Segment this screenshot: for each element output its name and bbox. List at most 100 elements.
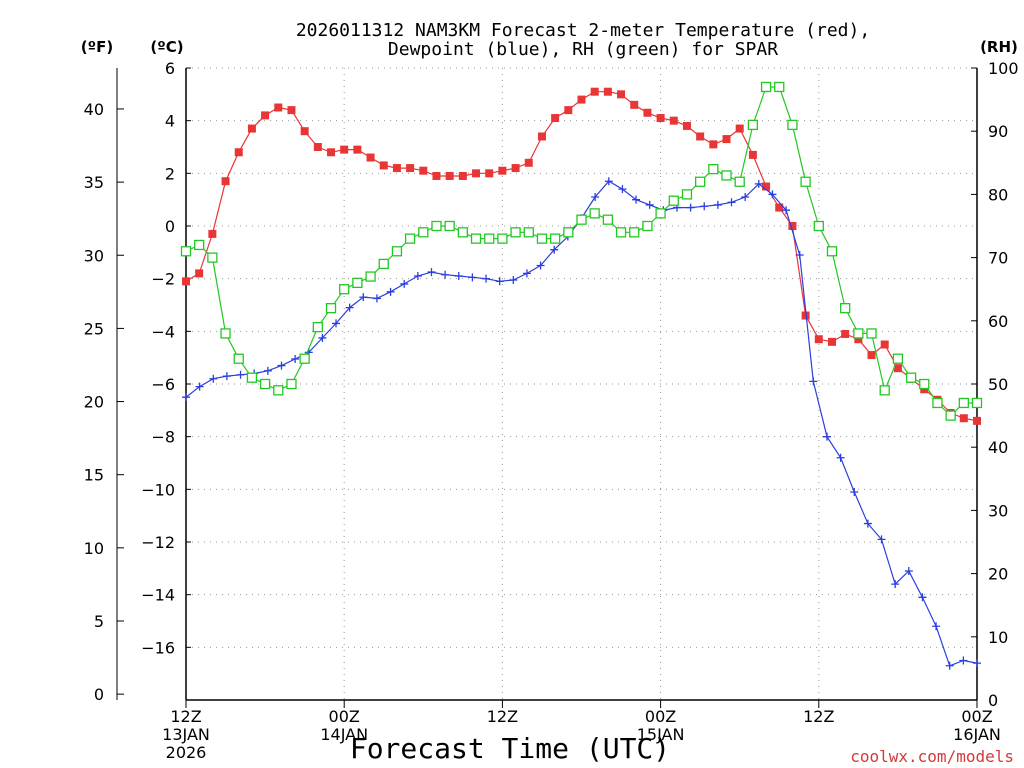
- dewpoint-point: [686, 203, 695, 212]
- rh-point: [246, 372, 258, 383]
- temperature-point: [669, 116, 678, 125]
- temperature-point: [392, 164, 401, 173]
- temperature-point: [195, 269, 204, 278]
- fahrenheit-tick-label: 0: [94, 685, 104, 704]
- dewpoint-point: [822, 432, 831, 441]
- rh-tick-label: 30: [988, 501, 1008, 520]
- dewpoint-point: [700, 202, 709, 211]
- celsius-tick-label: −2: [151, 270, 175, 289]
- rh-point: [919, 378, 930, 390]
- dewpoint-point: [645, 200, 654, 209]
- gridlines: [186, 67, 977, 700]
- celsius-tick-label: 4: [165, 112, 175, 131]
- time-tick-label: 12Z: [803, 707, 834, 726]
- rh-tick-label: 40: [988, 438, 1008, 457]
- dewpoint-point: [386, 287, 395, 296]
- time-tick-label: 16JAN: [953, 725, 1001, 744]
- dewpoint-point: [741, 193, 750, 202]
- rh-point: [695, 176, 706, 187]
- temperature-point: [722, 135, 731, 144]
- temperature-point: [656, 114, 665, 123]
- dewpoint-point: [482, 274, 491, 283]
- temperature-point: [880, 340, 889, 349]
- temperature-point: [762, 182, 771, 191]
- temperature-point: [577, 95, 586, 104]
- celsius-tick-label: 0: [165, 217, 175, 236]
- tick-labels: 6420−2−4−6−8−10−12−14−1612Z13JAN202600Z1…: [84, 59, 1019, 762]
- rh-point: [879, 385, 890, 396]
- rh-point: [418, 227, 429, 238]
- rh-point: [615, 227, 627, 238]
- dewpoint-point: [400, 279, 409, 288]
- fahrenheit-tick-label: 30: [84, 246, 104, 265]
- rh-point: [470, 233, 482, 244]
- temperature-point: [564, 106, 573, 115]
- dewpoint-point: [959, 656, 968, 665]
- temperature-point: [959, 414, 968, 423]
- dewpoint-point: [291, 354, 300, 363]
- rh-tick-label: 50: [988, 375, 1008, 394]
- temperature-point: [247, 124, 256, 133]
- temperature-point: [854, 335, 863, 344]
- rh-tick-label: 0: [988, 691, 998, 710]
- temperature-point: [973, 416, 981, 425]
- dewpoint-point: [904, 566, 913, 575]
- rh-point: [721, 170, 732, 181]
- rh-point: [273, 385, 284, 396]
- temperature-point: [340, 145, 349, 154]
- rh-point: [378, 258, 389, 270]
- temperature-point: [682, 121, 691, 130]
- celsius-tick-label: 2: [165, 164, 175, 183]
- temperature-point: [445, 171, 454, 180]
- temperature-point: [735, 124, 744, 133]
- temperature-point: [498, 166, 507, 175]
- temperature-point: [643, 108, 652, 117]
- temperature-point: [353, 145, 362, 154]
- rh-tick-label: 20: [988, 565, 1008, 584]
- temperature-point: [630, 100, 639, 109]
- dewpoint-point: [945, 661, 954, 670]
- temperature-point: [208, 229, 217, 238]
- rh-point: [549, 233, 561, 244]
- time-tick-label: 13JAN: [162, 725, 210, 744]
- rh-point: [905, 372, 917, 383]
- chart-title-line-1: 2026011312 NAM3KM Forecast 2-meter Tempe…: [296, 20, 870, 41]
- celsius-tick-label: −4: [151, 322, 175, 341]
- rh-tick-label: 80: [988, 185, 1008, 204]
- rh-point: [431, 220, 442, 232]
- rh-tick-label: 100: [988, 59, 1019, 78]
- dewpoint-point: [182, 393, 190, 402]
- rh-point: [787, 119, 798, 131]
- temperature-point: [696, 132, 705, 141]
- temperature-point: [366, 153, 375, 162]
- temperature-point: [775, 203, 784, 212]
- rh-point: [180, 246, 192, 257]
- rh-tick-label: 60: [988, 312, 1008, 331]
- dewpoint-point: [277, 361, 286, 370]
- dewpoint-point: [536, 261, 545, 270]
- dewpoint-point: [863, 519, 872, 528]
- source-credit: coolwx.com/models: [850, 747, 1014, 766]
- rh-point: [444, 220, 455, 232]
- rh-point: [457, 227, 469, 238]
- rh-point: [747, 119, 759, 131]
- rh-tick-label: 90: [988, 122, 1008, 141]
- fahrenheit-tick-label: 10: [84, 539, 104, 558]
- dewpoint-point: [318, 333, 327, 342]
- time-tick-label: 2026: [166, 743, 207, 762]
- rh-point: [312, 321, 323, 333]
- dewpoint-point: [468, 273, 477, 282]
- temperature-point: [617, 90, 626, 99]
- rh-point: [932, 397, 943, 409]
- dewpoint-point: [836, 453, 845, 462]
- dewpoint-point: [427, 268, 436, 277]
- rh-point: [523, 227, 534, 238]
- dewpoint-point: [550, 245, 559, 254]
- rh-point: [589, 208, 600, 219]
- temperature-point: [748, 150, 757, 159]
- rh-point: [602, 214, 614, 225]
- temperature-point: [603, 87, 612, 96]
- celsius-tick-label: −14: [141, 586, 175, 605]
